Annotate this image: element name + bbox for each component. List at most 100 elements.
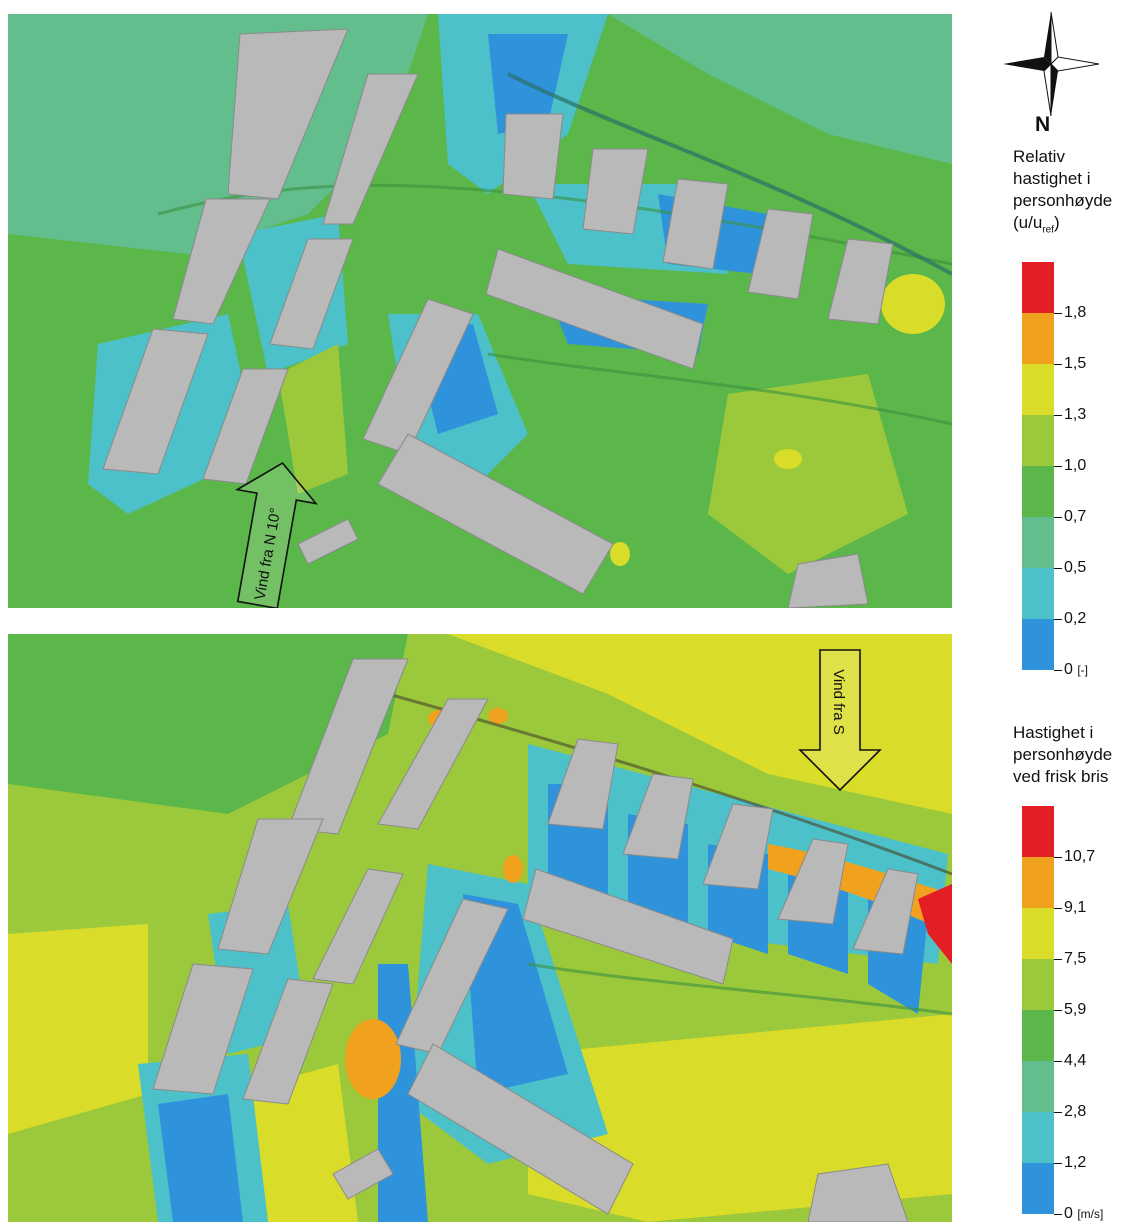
legend-title-line: personhøyde — [1013, 191, 1113, 210]
building — [522, 868, 734, 985]
building — [152, 963, 254, 1095]
scale-swatch — [1022, 619, 1054, 670]
legend-relative-title: Relativ hastighet i personhøyde (u/uref) — [1013, 146, 1112, 241]
building — [747, 208, 814, 300]
building — [582, 148, 649, 235]
scale-swatch — [1022, 1163, 1054, 1214]
speedup-zone — [774, 449, 802, 469]
building — [287, 658, 409, 835]
speedup-zone — [8, 924, 148, 1134]
building — [172, 198, 271, 325]
wind-label-bottom: Vind fra S — [830, 669, 847, 735]
compass-point — [1043, 62, 1052, 116]
building — [377, 433, 614, 595]
speedup-zone — [610, 542, 630, 566]
building — [217, 818, 324, 955]
scale-swatch — [1022, 364, 1054, 415]
scale-swatch — [1022, 517, 1054, 568]
scale-swatch — [1022, 806, 1054, 857]
scale-tick-label: 1,2 — [1064, 1154, 1087, 1171]
speedup-zone — [881, 274, 945, 334]
scale-unit: [-] — [1077, 663, 1089, 677]
wind-field-bottom: Vind fra S — [8, 634, 952, 1222]
scale-tick-label: 1,5 — [1064, 355, 1087, 372]
scale-zero-label: 0 [m/s] — [1064, 1205, 1104, 1222]
building — [242, 978, 334, 1105]
building — [485, 248, 704, 370]
scale-tick — [1054, 1112, 1062, 1113]
legend-title-line: Hastighet i — [1013, 723, 1094, 742]
scale-swatch — [1022, 466, 1054, 517]
color-scale-absolute — [1022, 806, 1054, 1214]
building — [377, 698, 489, 830]
wind-arrow-bottom: Vind fra S — [798, 649, 882, 792]
legend-title-line: hastighet i — [1013, 169, 1091, 188]
scale-tick-label: 4,4 — [1064, 1052, 1087, 1069]
scale-tick — [1054, 1010, 1062, 1011]
building — [269, 238, 354, 350]
speedup-zone — [448, 634, 952, 814]
scale-tick — [1054, 908, 1062, 909]
compass-point — [1003, 57, 1051, 71]
legend-absolute-title: Hastighet i personhøyde ved frisk bris — [1013, 722, 1112, 788]
building — [777, 838, 849, 925]
compass-point — [1050, 12, 1059, 66]
scale-swatch — [1022, 908, 1054, 959]
wind-direction-arrow-icon — [798, 649, 882, 792]
building — [787, 553, 869, 608]
scale-swatch — [1022, 959, 1054, 1010]
speedup-zone — [278, 344, 348, 494]
scale-tick-label: 7,5 — [1064, 950, 1087, 967]
terrain-ridge — [507, 72, 952, 276]
scale-tick — [1054, 364, 1062, 365]
buildings — [102, 28, 894, 608]
scale-tick-label: 1,0 — [1064, 457, 1087, 474]
scale-tick — [1054, 313, 1062, 314]
scale-swatch — [1022, 1112, 1054, 1163]
building — [852, 868, 919, 955]
wind-map-top: Vind fra N 10° — [8, 14, 952, 608]
scale-tick-label: 2,8 — [1064, 1103, 1087, 1120]
scale-tick-label: 9,1 — [1064, 899, 1087, 916]
scale-tick — [1054, 619, 1062, 620]
building — [297, 518, 359, 565]
scale-tick — [1054, 959, 1062, 960]
scale-tick-label: 10,7 — [1064, 848, 1096, 865]
scale-swatch — [1022, 1010, 1054, 1061]
wind-field-top: Vind fra N 10° — [8, 14, 952, 608]
building — [622, 773, 694, 860]
scale-swatch — [1022, 415, 1054, 466]
legend-title-line: personhøyde — [1013, 745, 1113, 764]
scale-swatch — [1022, 568, 1054, 619]
gust-zone — [345, 1019, 401, 1099]
scale-swatch — [1022, 313, 1054, 364]
building — [827, 238, 894, 325]
formula-prefix: (u/u — [1013, 213, 1043, 232]
legend-title-line: ved frisk bris — [1013, 767, 1109, 786]
scale-swatch — [1022, 1061, 1054, 1112]
terrain-ridge — [527, 962, 952, 1016]
scale-unit: [m/s] — [1077, 1207, 1104, 1221]
buildings — [152, 658, 919, 1222]
building — [547, 738, 619, 830]
scale-tick — [1054, 857, 1062, 858]
scale-zero-label: 0 [-] — [1064, 661, 1089, 678]
building — [807, 1163, 909, 1222]
formula-subscript: ref — [1042, 224, 1054, 236]
shelter-zone — [158, 1094, 243, 1222]
scale-tick — [1054, 1214, 1062, 1215]
compass-rose-icon — [1003, 12, 1099, 116]
wind-arrow-top: Vind fra N 10° — [234, 462, 318, 608]
building — [662, 178, 729, 270]
building — [407, 1043, 634, 1215]
legend-formula: (u/uref) — [1013, 212, 1112, 241]
compass-north-label: N — [1035, 113, 1051, 136]
scale-tick-label: 1,8 — [1064, 304, 1087, 321]
scale-tick-label: 0,5 — [1064, 559, 1087, 576]
scale-tick — [1054, 670, 1062, 671]
scale-tick — [1054, 568, 1062, 569]
color-scale-relative — [1022, 262, 1054, 670]
scale-tick — [1054, 1061, 1062, 1062]
wind-direction-arrow-icon — [234, 462, 318, 608]
gust-zone — [503, 855, 523, 883]
